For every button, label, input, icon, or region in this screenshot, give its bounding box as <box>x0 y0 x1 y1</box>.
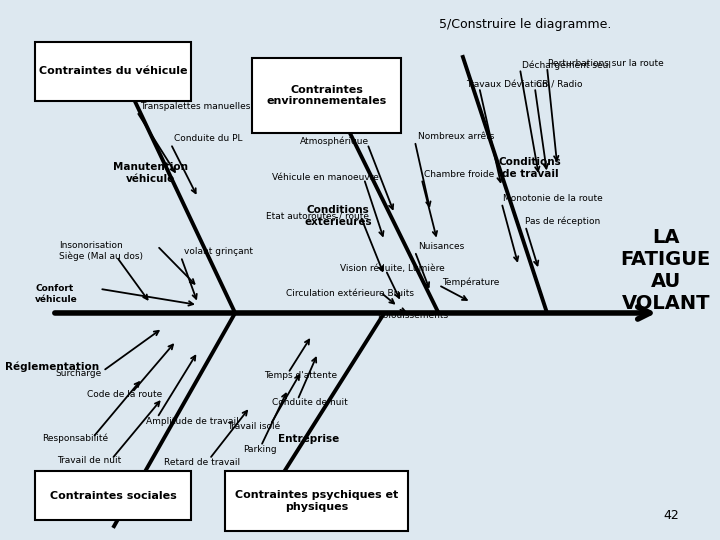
Text: Travaux Déviation: Travaux Déviation <box>466 80 547 89</box>
Text: Contraintes sociales: Contraintes sociales <box>50 491 176 501</box>
Text: Travail de nuit: Travail de nuit <box>58 456 122 465</box>
Text: Insonorisation: Insonorisation <box>59 241 122 251</box>
Text: Circulation extérieure Bruits: Circulation extérieure Bruits <box>286 288 414 298</box>
Text: Conditions
extérieures: Conditions extérieures <box>305 206 372 227</box>
Text: Travail isolé: Travail isolé <box>227 422 280 431</box>
Text: Pas de réception: Pas de réception <box>526 217 600 226</box>
Text: Atmosphérique: Atmosphérique <box>300 136 369 146</box>
Text: Déchargement seul: Déchargement seul <box>522 60 611 70</box>
FancyBboxPatch shape <box>252 58 401 133</box>
Text: Retard de travail: Retard de travail <box>164 458 240 467</box>
Text: 42: 42 <box>664 510 679 523</box>
Text: Nombreux arrêts: Nombreux arrêts <box>418 132 495 141</box>
Text: Transpalettes manuelles: Transpalettes manuelles <box>140 102 251 111</box>
Text: Contraintes psychiques et
physiques: Contraintes psychiques et physiques <box>235 490 398 512</box>
Text: LA
FATIGUE
AU
VOLANT: LA FATIGUE AU VOLANT <box>621 227 711 313</box>
Text: Conduite du PL: Conduite du PL <box>174 134 243 143</box>
Text: Entreprise: Entreprise <box>278 434 339 444</box>
Text: Parking: Parking <box>243 446 277 455</box>
Text: Nuisances: Nuisances <box>418 242 464 252</box>
Text: Monotonie de la route: Monotonie de la route <box>503 194 603 203</box>
Text: 5/Construire le diagramme.: 5/Construire le diagramme. <box>438 17 611 30</box>
Text: Code de la route: Code de la route <box>87 390 163 399</box>
Text: Siège (Mal au dos): Siège (Mal au dos) <box>59 252 143 261</box>
Text: volant grinçant: volant grinçant <box>184 247 253 256</box>
Text: Eblouissements: Eblouissements <box>377 311 449 320</box>
Text: Responsabilité: Responsabilité <box>42 434 108 443</box>
Text: Température: Température <box>442 277 499 287</box>
Text: Temps d'attente: Temps d'attente <box>264 372 337 380</box>
Text: Contraintes
environnementales: Contraintes environnementales <box>266 85 387 106</box>
Text: Manutention
véhicule: Manutention véhicule <box>113 163 188 184</box>
Text: Perturbations sur la route: Perturbations sur la route <box>549 59 664 68</box>
Text: Chambre froide: Chambre froide <box>423 170 494 179</box>
FancyBboxPatch shape <box>35 42 191 101</box>
Text: Etat autoroutes / route: Etat autoroutes / route <box>266 212 369 221</box>
Text: Confort
véhicule: Confort véhicule <box>35 285 78 304</box>
Text: Conduite de nuit: Conduite de nuit <box>272 398 348 407</box>
Text: Conditions
de travail: Conditions de travail <box>499 157 562 179</box>
Text: Surcharge: Surcharge <box>55 369 102 377</box>
FancyBboxPatch shape <box>225 471 408 531</box>
FancyBboxPatch shape <box>35 471 191 520</box>
Text: CB / Radio: CB / Radio <box>536 79 582 88</box>
Text: Vision réduite, Lumière: Vision réduite, Lumière <box>341 264 445 273</box>
Text: Véhicule en manoeuvre: Véhicule en manoeuvre <box>272 173 379 182</box>
Text: Amplitude de travail: Amplitude de travail <box>145 417 238 426</box>
Text: Contraintes du véhicule: Contraintes du véhicule <box>39 66 187 76</box>
Text: Réglementation: Réglementation <box>5 361 99 372</box>
